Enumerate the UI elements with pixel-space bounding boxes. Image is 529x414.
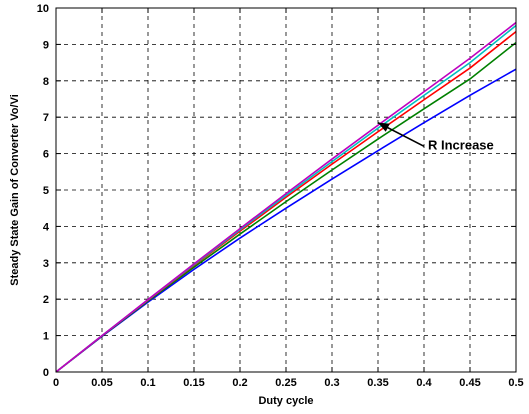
y-axis-title: Steady State Gain of Converter Vo/Vi xyxy=(9,94,21,286)
x-tick-label: 0.45 xyxy=(459,377,480,389)
x-tick-label: 0.5 xyxy=(508,377,523,389)
x-tick-label: 0.4 xyxy=(416,377,432,389)
y-tick-label: 8 xyxy=(43,76,49,88)
y-tick-label: 6 xyxy=(43,149,49,161)
x-tick-label: 0 xyxy=(53,377,59,389)
y-axis: 0 1 2 3 4 5 6 7 8 9 10 xyxy=(37,3,516,379)
y-tick-label: 7 xyxy=(43,112,49,124)
y-tick-label: 1 xyxy=(43,331,49,343)
y-tick-label: 2 xyxy=(43,294,49,306)
y-tick-label: 3 xyxy=(43,258,49,270)
x-tick-label: 0.25 xyxy=(275,377,296,389)
y-tick-label: 0 xyxy=(43,367,49,379)
x-axis-title: Duty cycle xyxy=(258,395,313,407)
y-tick-label: 4 xyxy=(43,221,50,233)
x-tick-label: 0.35 xyxy=(367,377,388,389)
x-tick-label: 0.05 xyxy=(91,377,112,389)
series-line-5 xyxy=(55,21,517,373)
annotation: R Increase xyxy=(377,121,494,152)
x-tick-label: 0.1 xyxy=(140,377,155,389)
x-axis: 0 0.05 0.1 0.15 0.2 0.25 0.3 0.35 0.4 0.45 0.5 xyxy=(53,8,524,389)
series-layer xyxy=(55,21,517,373)
annotation-label: R Increase xyxy=(428,137,494,152)
x-tick-label: 0.15 xyxy=(183,377,204,389)
x-tick-label: 0.3 xyxy=(324,377,339,389)
y-tick-label: 10 xyxy=(37,3,49,15)
y-tick-label: 9 xyxy=(43,39,49,51)
annotation-arrow-head xyxy=(378,122,390,132)
y-tick-label: 5 xyxy=(43,185,49,197)
x-tick-label: 0.2 xyxy=(232,377,247,389)
